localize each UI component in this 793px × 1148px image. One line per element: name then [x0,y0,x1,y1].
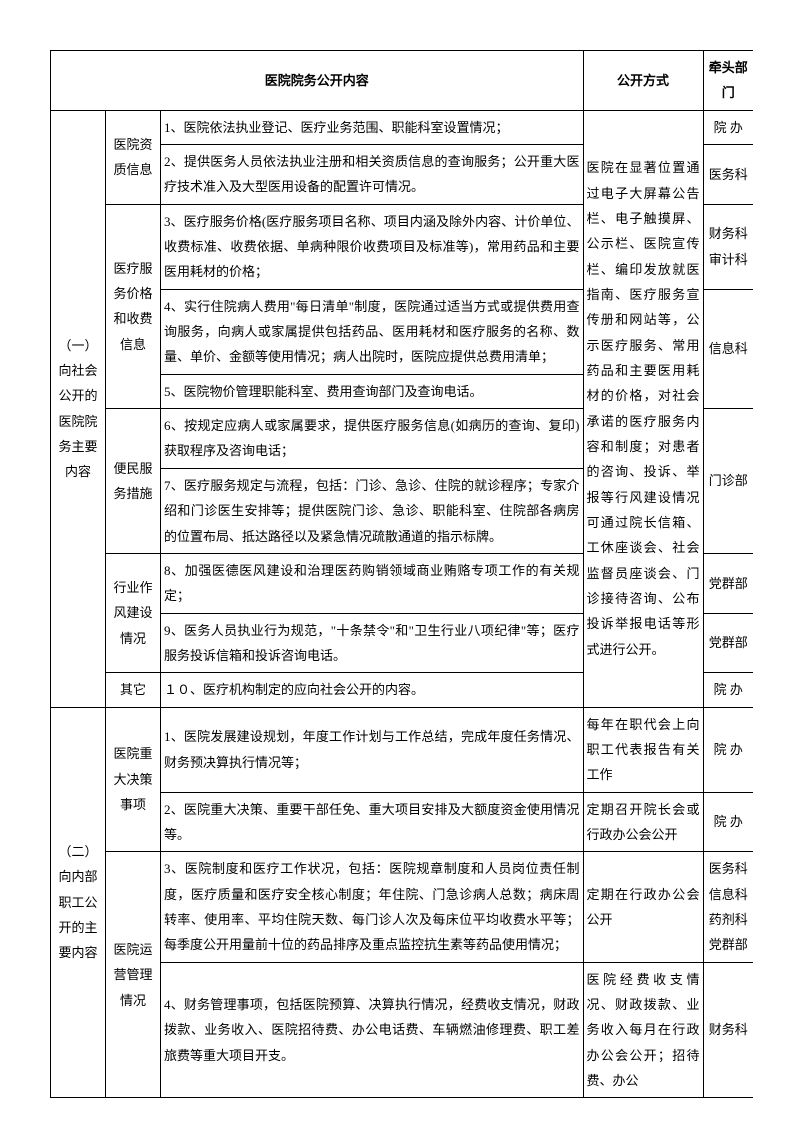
cat-a3-name: 便民服务措施 [106,409,161,554]
cell-a2-2: 4、实行住院病人费用"每日清单"制度，医院通过适当方式或提供费用查询服务，向病人… [161,289,584,374]
cell-b1-2-dept: 院 办 [703,792,753,852]
cat-b2-name: 医院运营管理情况 [106,852,161,1098]
table-row: （一）向社会公开的医院院务主要内容 医院资质信息 1、医院依法执业登记、医疗业务… [51,110,754,144]
cell-b2-2-method: 医院经费收支情况、财政拨款、业务收入每月在行政办公会公开；招待费、办公 [583,962,703,1098]
section-b-title: （二）向内部职工公开的主要内容 [51,707,106,1098]
cell-b2-1-method: 定期在行政办公会公开 [583,852,703,962]
cell-b1-2-method: 定期召开院长会或行政办公会公开 [583,792,703,852]
col-method-header: 公开方式 [583,51,703,111]
cell-a1-1-dept: 院 办 [703,110,753,144]
cell-a2-3: 5、医院物价管理职能科室、费用查询部门及查询电话。 [161,374,584,408]
table-header-row: 医院院务公开内容 公开方式 牵头部门 [51,51,754,111]
cat-a5-name: 其它 [106,673,161,707]
cell-a1-2-dept: 医务科 [703,145,753,205]
cell-b2-2: 4、财务管理事项，包括医院预算、决算执行情况，经费收支情况，财政拨款、业务收入、… [161,962,584,1098]
cell-a4-1-dept: 党群部 [703,553,753,613]
cell-a4-2-dept: 党群部 [703,613,753,673]
cell-a3-dept: 门诊部 [703,409,753,554]
cell-b2-1: 3、医院制度和医疗工作状况，包括：医院规章制度和人员岗位责任制度，医疗质量和医疗… [161,852,584,962]
section-a-method: 医院在显著位置通过电子大屏幕公告栏、电子触摸屏、公示栏、医院宣传栏、编印发放就医… [583,110,703,707]
cat-a1-name: 医院资质信息 [106,110,161,204]
cell-b1-2: 2、医院重大决策、重要干部任免、重大项目安排及大额度资金使用情况等。 [161,792,584,852]
section-a-title: （一）向社会公开的医院院务主要内容 [51,110,106,707]
col-dept-header: 牵头部门 [703,51,753,111]
disclosure-table: 医院院务公开内容 公开方式 牵头部门 （一）向社会公开的医院院务主要内容 医院资… [50,50,753,1098]
cell-a2-23-dept: 信息科 [703,289,753,408]
cell-b2-1-dept: 医务科信息科药剂科党群部 [703,852,753,962]
cell-a3-1: 6、按规定应病人或家属要求，提供医疗服务信息(如病历的查询、复印)获取程序及咨询… [161,409,584,469]
cell-b1-1-dept: 院 办 [703,707,753,792]
cell-a2-1-dept: 财务科审计科 [703,204,753,289]
cell-a4-1: 8、加强医德医风建设和治理医药购销领域商业贿赂专项工作的有关规定； [161,553,584,613]
cell-b1-1-method: 每年在职代会上向职工代表报告有关工作 [583,707,703,792]
cell-a4-2: 9、医务人员执业行为规范，"十条禁令"和"卫生行业八项纪律"等；医疗服务投诉信箱… [161,613,584,673]
table-row: 医院运营管理情况 3、医院制度和医疗工作状况，包括：医院规章制度和人员岗位责任制… [51,852,754,962]
cell-b1-1: 1、医院发展建设规划，年度工作计划与工作总结，完成年度任务情况、财务预决算执行情… [161,707,584,792]
cat-b1-name: 医院重大决策事项 [106,707,161,852]
cell-b2-2-dept: 财务科 [703,962,753,1098]
cell-a1-2: 2、提供医务人员依法执业注册和相关资质信息的查询服务；公开重大医疗技术准入及大型… [161,145,584,205]
cell-a1-1: 1、医院依法执业登记、医疗业务范围、职能科室设置情况； [161,110,584,144]
cell-a5-1: １０、医疗机构制定的应向社会公开的内容。 [161,673,584,707]
table-row: （二）向内部职工公开的主要内容 医院重大决策事项 1、医院发展建设规划，年度工作… [51,707,754,792]
cat-a4-name: 行业作风建设情况 [106,553,161,672]
cat-a2-name: 医疗服务价格和收费信息 [106,204,161,408]
cell-a2-1: 3、医疗服务价格(医疗服务项目名称、项目内涵及除外内容、计价单位、收费标准、收费… [161,204,584,289]
cell-a5-dept: 院 办 [703,673,753,707]
cell-a3-2: 7、医疗服务规定与流程，包括：门诊、急诊、住院的就诊程序；专家介绍和门诊医生安排… [161,468,584,553]
col-content-header: 医院院务公开内容 [51,51,584,111]
